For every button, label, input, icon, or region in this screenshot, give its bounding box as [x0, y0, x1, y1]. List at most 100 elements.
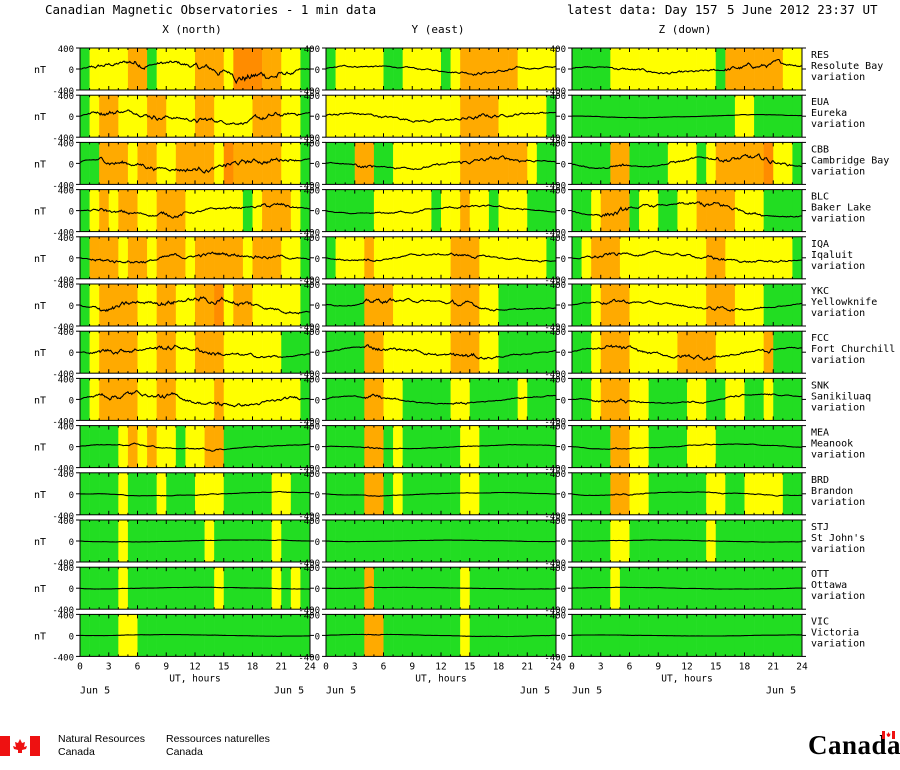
station-trace-label: variation	[811, 638, 865, 649]
activity-band	[108, 520, 119, 562]
activity-band	[581, 284, 592, 326]
activity-band	[252, 520, 263, 562]
activity-band	[667, 189, 678, 232]
y-tick-label: 400	[58, 470, 74, 480]
variation-trace	[325, 64, 557, 77]
activity-band	[80, 95, 90, 138]
activity-band	[488, 331, 499, 374]
activity-band	[354, 95, 365, 138]
activity-band	[687, 331, 697, 374]
wordmark-flag-icon	[882, 731, 895, 739]
activity-band	[290, 331, 301, 374]
y-tick-label: -400	[544, 370, 566, 380]
activity-band	[421, 142, 432, 185]
activity-band	[639, 378, 649, 421]
activity-band	[600, 567, 611, 610]
department-line-en-1: Natural Resources	[58, 733, 145, 745]
activity-band	[393, 331, 403, 374]
activity-band	[364, 284, 375, 326]
activity-band	[290, 378, 301, 421]
activity-band	[300, 189, 311, 232]
activity-band	[383, 236, 394, 279]
activity-band	[527, 95, 538, 138]
activity-band	[619, 236, 630, 279]
activity-band	[450, 48, 461, 90]
activity-band	[383, 95, 394, 138]
activity-band	[527, 284, 538, 326]
activity-band	[782, 236, 793, 279]
activity-band	[572, 236, 582, 279]
x-tick-label: 12	[435, 661, 446, 672]
activity-band	[450, 378, 461, 421]
y-tick-label: 400	[550, 423, 566, 433]
activity-band	[147, 48, 157, 90]
activity-band	[527, 189, 538, 232]
activity-band	[431, 236, 442, 279]
station-name: Baker Lake	[811, 203, 871, 214]
activity-band	[667, 95, 678, 138]
activity-band	[773, 95, 784, 138]
y-tick-label: -400	[52, 606, 74, 616]
activity-band	[364, 48, 375, 90]
activity-band	[214, 331, 225, 374]
activity-band	[290, 472, 301, 515]
station-trace-label: variation	[811, 355, 865, 366]
y-tick-label: -400	[52, 559, 74, 569]
y-tick-label: -400	[544, 181, 566, 191]
activity-band	[195, 189, 205, 232]
activity-band	[373, 284, 384, 326]
activity-band	[508, 472, 518, 515]
y-tick-label: 400	[304, 564, 320, 574]
y-tick-label: 400	[304, 375, 320, 385]
date-start-label: Jun 5	[572, 685, 602, 696]
activity-band	[373, 567, 384, 610]
activity-band	[156, 95, 167, 138]
activity-band	[754, 378, 764, 421]
activity-band	[450, 331, 461, 374]
activity-band	[147, 189, 157, 232]
activity-band	[412, 378, 423, 421]
station-trace-label: variation	[811, 450, 865, 461]
activity-band	[488, 472, 499, 515]
activity-band	[479, 472, 490, 515]
x-tick-label: 18	[739, 661, 751, 672]
activity-band	[354, 189, 365, 232]
date-end-label: Jun 5	[766, 685, 796, 696]
x-tick-label: 3	[352, 661, 358, 672]
activity-band	[648, 236, 659, 279]
x-tick-label: 0	[77, 661, 83, 672]
station-code: STJ	[811, 522, 829, 533]
activity-band	[300, 425, 311, 468]
y-tick-label: 0	[561, 208, 566, 218]
activity-band	[715, 614, 726, 657]
activity-band	[572, 48, 582, 90]
activity-band	[364, 567, 375, 610]
station-name: Sanikiluaq	[811, 391, 871, 402]
activity-band	[185, 425, 196, 468]
activity-band	[677, 48, 688, 90]
y-axis-label: nT	[34, 490, 46, 501]
activity-band	[214, 378, 225, 421]
footer: Natural Resources Canada Ressources natu…	[0, 728, 900, 770]
station-name: Ottawa	[811, 580, 847, 591]
activity-band	[734, 189, 745, 232]
activity-band	[479, 142, 490, 185]
activity-band	[223, 331, 234, 374]
activity-band	[546, 189, 557, 232]
y-tick-label: 400	[304, 611, 320, 621]
activity-band	[300, 236, 311, 279]
activity-band	[600, 425, 611, 468]
activity-band	[233, 520, 244, 562]
y-tick-label: -400	[544, 276, 566, 286]
activity-band	[581, 189, 592, 232]
activity-band	[89, 425, 100, 468]
activity-band	[393, 472, 403, 515]
activity-band	[354, 614, 365, 657]
activity-band	[383, 472, 394, 515]
activity-band	[300, 142, 311, 185]
activity-band	[156, 142, 167, 185]
x-tick-label: 21	[768, 661, 780, 672]
activity-band	[185, 48, 196, 90]
station-trace-label: variation	[811, 308, 865, 319]
